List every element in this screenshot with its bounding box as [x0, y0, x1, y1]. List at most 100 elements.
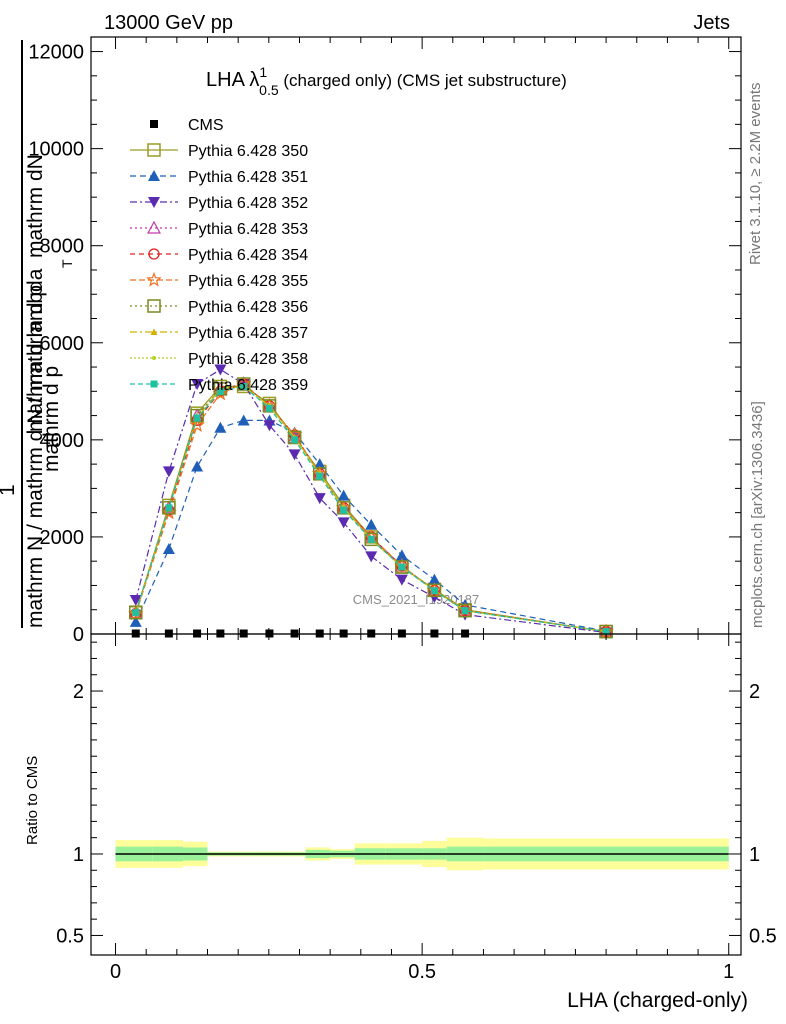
data-point: [263, 420, 276, 432]
data-point: [316, 472, 324, 480]
data-point: [162, 543, 175, 555]
legend-entry: CMS: [150, 117, 224, 134]
legend-entry: Pythia 6.428 356: [130, 299, 308, 316]
data-point: [152, 356, 156, 360]
x-tick-label: 0.5: [408, 961, 436, 983]
data-point: [150, 380, 158, 388]
data-point: [395, 560, 409, 574]
legend-entry: Pythia 6.428 354: [130, 247, 308, 264]
y-tick-label: 10000: [28, 139, 84, 161]
data-point: [148, 170, 160, 181]
data-point: [262, 399, 277, 413]
title-sub: 0.5: [259, 82, 279, 98]
legend-label: Pythia 6.428 355: [188, 273, 308, 290]
data-point: [367, 535, 375, 543]
ylabel-part-5: mathrm N / mathrm d N / mathrm d p: [24, 285, 47, 628]
main-series: [128, 364, 614, 639]
series-10: [132, 382, 610, 636]
data-point: [162, 466, 175, 478]
data-point: [129, 605, 143, 620]
data-point: [161, 504, 177, 520]
legend-label: Pythia 6.428 353: [188, 221, 308, 238]
legend-label: CMS: [188, 117, 224, 134]
y-tick-label: 12000: [28, 42, 84, 64]
title-prefix: LHA λ: [206, 69, 259, 91]
data-point: [398, 563, 406, 571]
legend-entry: Pythia 6.428 355: [130, 271, 308, 290]
data-point: [214, 364, 227, 376]
data-point: [395, 549, 408, 561]
y-tick-label: 0: [73, 624, 84, 646]
data-point: [129, 595, 142, 607]
data-point: [190, 408, 204, 423]
y-tick-label: 6000: [40, 333, 85, 355]
data-point: [146, 271, 162, 287]
ratio-y-tick-label-right: 1: [749, 844, 760, 866]
ratio-y-tick-label-right: 2: [749, 681, 760, 703]
y-tick-label: 8000: [40, 236, 85, 258]
ylabel-part-4: T: [59, 259, 75, 268]
legend-label: Pythia 6.428 352: [188, 195, 308, 212]
legend-label: Pythia 6.428 351: [188, 169, 308, 186]
ylabel-part-3: mathrm d p: [40, 366, 63, 472]
legend-label: Pythia 6.428 357: [188, 325, 308, 342]
data-point: [148, 248, 160, 260]
ylabel-part-2: mathrm d lambda: [24, 268, 47, 432]
data-point: [193, 414, 201, 422]
data-point: [147, 143, 161, 157]
data-point: [212, 385, 229, 401]
data-point: [365, 551, 378, 563]
data-point: [364, 532, 378, 547]
legend-label: Pythia 6.428 358: [188, 351, 308, 368]
data-point: [191, 379, 204, 391]
data-point: [430, 587, 438, 595]
data-point: [428, 573, 441, 585]
energy-label: 13000 GeV pp: [104, 12, 233, 34]
data-point: [150, 328, 158, 335]
x-axis-label: LHA (charged-only): [567, 989, 748, 1012]
data-point: [165, 504, 173, 512]
data-point: [132, 609, 140, 617]
data-point: [312, 467, 327, 481]
data-point: [129, 615, 142, 627]
data-point: [265, 404, 273, 412]
ylabel-part-1: mathrm dN: [24, 154, 47, 258]
title-suffix: (charged only) (CMS jet substructure): [279, 71, 567, 90]
data-point: [288, 449, 301, 461]
data-point: [216, 387, 224, 395]
data-point: [146, 220, 162, 234]
data-point: [147, 299, 161, 313]
analysis-watermark: CMS_2021_I1920187: [353, 592, 480, 607]
data-point: [602, 628, 610, 636]
ratio-bands: [115, 837, 729, 871]
ylabel-part-6: 1: [0, 484, 19, 496]
data-point: [191, 460, 204, 472]
legend: CMS Pythia 6.428 350 Pythia 6.428 351 Pythi…: [130, 117, 308, 394]
legend-entry: Pythia 6.428 353: [130, 220, 308, 238]
series-7: [129, 377, 613, 639]
mcplots-label: mcplots.cern.ch [arXiv:1306.3436]: [749, 401, 766, 628]
data-point: [313, 493, 326, 505]
data-point: [313, 458, 326, 470]
ratio-y-tick-label-right: 0.5: [749, 925, 777, 947]
data-point: [458, 603, 472, 618]
series-line: [135, 383, 607, 633]
legend-entry: Pythia 6.428 359: [130, 377, 308, 394]
main-y-ticks: 0 2000 4000 6000 8000 10000 12000: [28, 37, 741, 646]
legend-entry: Pythia 6.428 357: [130, 325, 308, 342]
data-point: [340, 506, 348, 514]
y-axis-label: mathrm dN mathrm d lambda mathrm d p T m…: [0, 40, 75, 628]
data-point: [336, 501, 351, 515]
data-point: [287, 430, 302, 445]
x-tick-label: 1: [723, 961, 734, 983]
x-tick-label: 0: [110, 961, 121, 983]
ratio-ticks: 0.5 0.5 1 1 2 2 0 0.5 1: [56, 634, 777, 983]
jets-label: Jets: [693, 12, 730, 34]
legend-label: Pythia 6.428 350: [188, 143, 308, 160]
data-point: [240, 382, 248, 390]
legend-entry: Pythia 6.428 351: [130, 169, 308, 186]
data-point: [148, 197, 160, 208]
ratio-ylabel: Ratio to CMS: [24, 756, 41, 845]
data-point: [365, 518, 378, 530]
legend-entry: Pythia 6.428 350: [130, 143, 308, 160]
